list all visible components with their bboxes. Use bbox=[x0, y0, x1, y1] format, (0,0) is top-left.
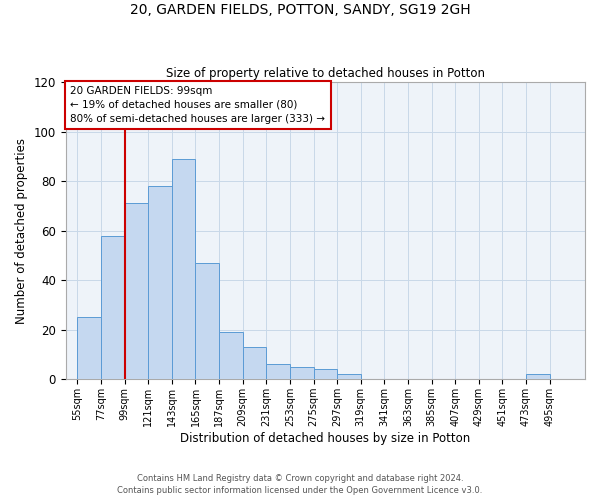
Bar bbox=[196, 263, 219, 380]
Text: 20 GARDEN FIELDS: 99sqm
← 19% of detached houses are smaller (80)
80% of semi-de: 20 GARDEN FIELDS: 99sqm ← 19% of detache… bbox=[70, 86, 325, 124]
Bar bbox=[148, 186, 172, 380]
Bar bbox=[314, 370, 337, 380]
Bar bbox=[337, 374, 361, 380]
Bar bbox=[526, 374, 550, 380]
Bar bbox=[219, 332, 243, 380]
Bar bbox=[243, 347, 266, 380]
Title: Size of property relative to detached houses in Potton: Size of property relative to detached ho… bbox=[166, 66, 485, 80]
Y-axis label: Number of detached properties: Number of detached properties bbox=[15, 138, 28, 324]
Bar bbox=[101, 236, 125, 380]
Bar bbox=[77, 318, 101, 380]
Text: 20, GARDEN FIELDS, POTTON, SANDY, SG19 2GH: 20, GARDEN FIELDS, POTTON, SANDY, SG19 2… bbox=[130, 2, 470, 16]
Bar bbox=[290, 367, 314, 380]
Bar bbox=[172, 159, 196, 380]
Bar bbox=[125, 204, 148, 380]
Bar bbox=[266, 364, 290, 380]
X-axis label: Distribution of detached houses by size in Potton: Distribution of detached houses by size … bbox=[180, 432, 470, 445]
Text: Contains HM Land Registry data © Crown copyright and database right 2024.
Contai: Contains HM Land Registry data © Crown c… bbox=[118, 474, 482, 495]
